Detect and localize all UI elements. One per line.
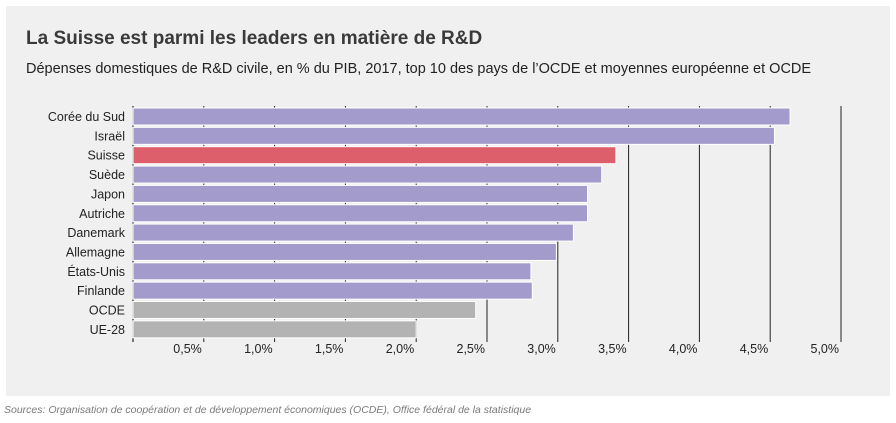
category-label: UE-28 xyxy=(90,323,125,337)
x-tick-label: 0,5% xyxy=(173,342,202,356)
bar xyxy=(132,262,532,281)
category-label: Suisse xyxy=(87,149,125,163)
bar xyxy=(132,281,533,300)
bar xyxy=(132,242,557,261)
bar-chart: 0,5% 1,0% 1,5% 2,0% 2,5% 3,0% 3,5% 4,0% 4,5% 5,0%… xyxy=(48,106,842,356)
bar xyxy=(132,223,574,242)
source-note: Sources: Organisation de coopération et … xyxy=(4,404,532,416)
category-label: Israël xyxy=(94,129,125,143)
bar xyxy=(132,301,477,319)
bar xyxy=(132,184,589,203)
category-label: Allemagne xyxy=(66,245,125,259)
chart-title: La Suisse est parmi les leaders en matiè… xyxy=(26,28,483,49)
bar xyxy=(132,165,603,184)
x-tick-label: 4,0% xyxy=(669,342,698,356)
x-tick-label: 4,5% xyxy=(740,342,769,356)
x-tick-label: 1,0% xyxy=(244,342,273,356)
x-tick-label: 5,0% xyxy=(811,342,840,356)
x-tick-label: 3,0% xyxy=(527,342,556,356)
bar xyxy=(132,107,791,126)
category-label: Finlande xyxy=(77,284,125,298)
x-tick-label: 2,0% xyxy=(386,342,415,356)
category-label: Suède xyxy=(89,168,125,182)
x-tick-label: 1,5% xyxy=(315,342,344,356)
x-tick-label: 3,5% xyxy=(598,342,627,356)
category-label: Autriche xyxy=(79,207,125,221)
bar xyxy=(132,320,417,339)
category-label: OCDE xyxy=(89,304,125,318)
category-label: Japon xyxy=(91,187,125,201)
bar xyxy=(132,146,617,165)
bar xyxy=(132,126,775,145)
chart-subtitle: Dépenses domestiques de R&D civile, en %… xyxy=(26,61,812,77)
x-tick-label: 2,5% xyxy=(457,342,486,356)
category-label: Corée du Sud xyxy=(48,110,125,124)
chart-card: La Suisse est parmi les leaders en matiè… xyxy=(6,6,890,396)
category-label: États-Unis xyxy=(67,264,125,279)
bar xyxy=(132,204,589,223)
category-label: Danemark xyxy=(67,226,125,240)
